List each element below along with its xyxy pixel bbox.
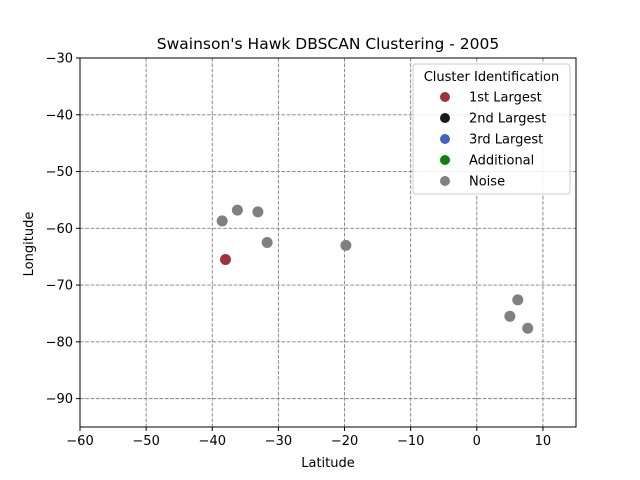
x-tick-label: −10 xyxy=(397,434,424,449)
legend-marker xyxy=(440,113,450,123)
data-point xyxy=(504,310,516,322)
legend-marker xyxy=(440,134,450,144)
data-point xyxy=(252,206,264,218)
legend-title: Cluster Identification xyxy=(424,70,560,85)
y-axis-label: Longitude xyxy=(22,212,37,277)
y-tick-label: −80 xyxy=(46,335,73,350)
data-point xyxy=(231,204,243,216)
legend-box xyxy=(412,63,571,195)
chart-title: Swainson's Hawk DBSCAN Clustering - 2005 xyxy=(157,35,499,53)
legend-marker xyxy=(440,176,450,186)
legend: Cluster Identification 1st Largest 2nd Lar… xyxy=(412,63,571,195)
x-tick-label: −40 xyxy=(199,434,226,449)
y-tick-label: −50 xyxy=(46,165,73,180)
legend-marker xyxy=(440,92,450,102)
data-point xyxy=(522,322,534,334)
x-tick-label: −20 xyxy=(331,434,358,449)
data-point xyxy=(216,215,228,227)
x-tick-label: 10 xyxy=(535,434,552,449)
x-tick-label: −50 xyxy=(132,434,159,449)
data-point xyxy=(340,239,352,251)
legend-label: 1st Largest xyxy=(469,91,542,106)
y-tick-label: −90 xyxy=(46,392,73,407)
y-tick-label: −60 xyxy=(46,222,73,237)
axes-frame xyxy=(79,57,577,428)
legend-label: Noise xyxy=(469,175,505,190)
data-point xyxy=(219,254,231,266)
plot-area: −60 −50 −40 −30 −20 −10 0 10 −30 −40 −50 −60 −70 −80 −… xyxy=(46,52,577,449)
y-tick-label: −40 xyxy=(46,108,73,123)
y-tick-label: −70 xyxy=(46,279,73,294)
x-axis-label: Latitude xyxy=(301,456,355,471)
y-tick-label: −30 xyxy=(46,52,73,67)
legend-label: 2nd Largest xyxy=(469,112,546,127)
data-point xyxy=(261,237,273,248)
x-tick-label: −30 xyxy=(265,434,292,449)
legend-marker xyxy=(440,155,450,165)
x-tick-label: −60 xyxy=(66,434,93,449)
legend-label: Additional xyxy=(469,154,534,169)
data-point xyxy=(512,294,524,306)
legend-label: 3rd Largest xyxy=(469,133,543,148)
x-tick-label: 0 xyxy=(473,434,481,449)
